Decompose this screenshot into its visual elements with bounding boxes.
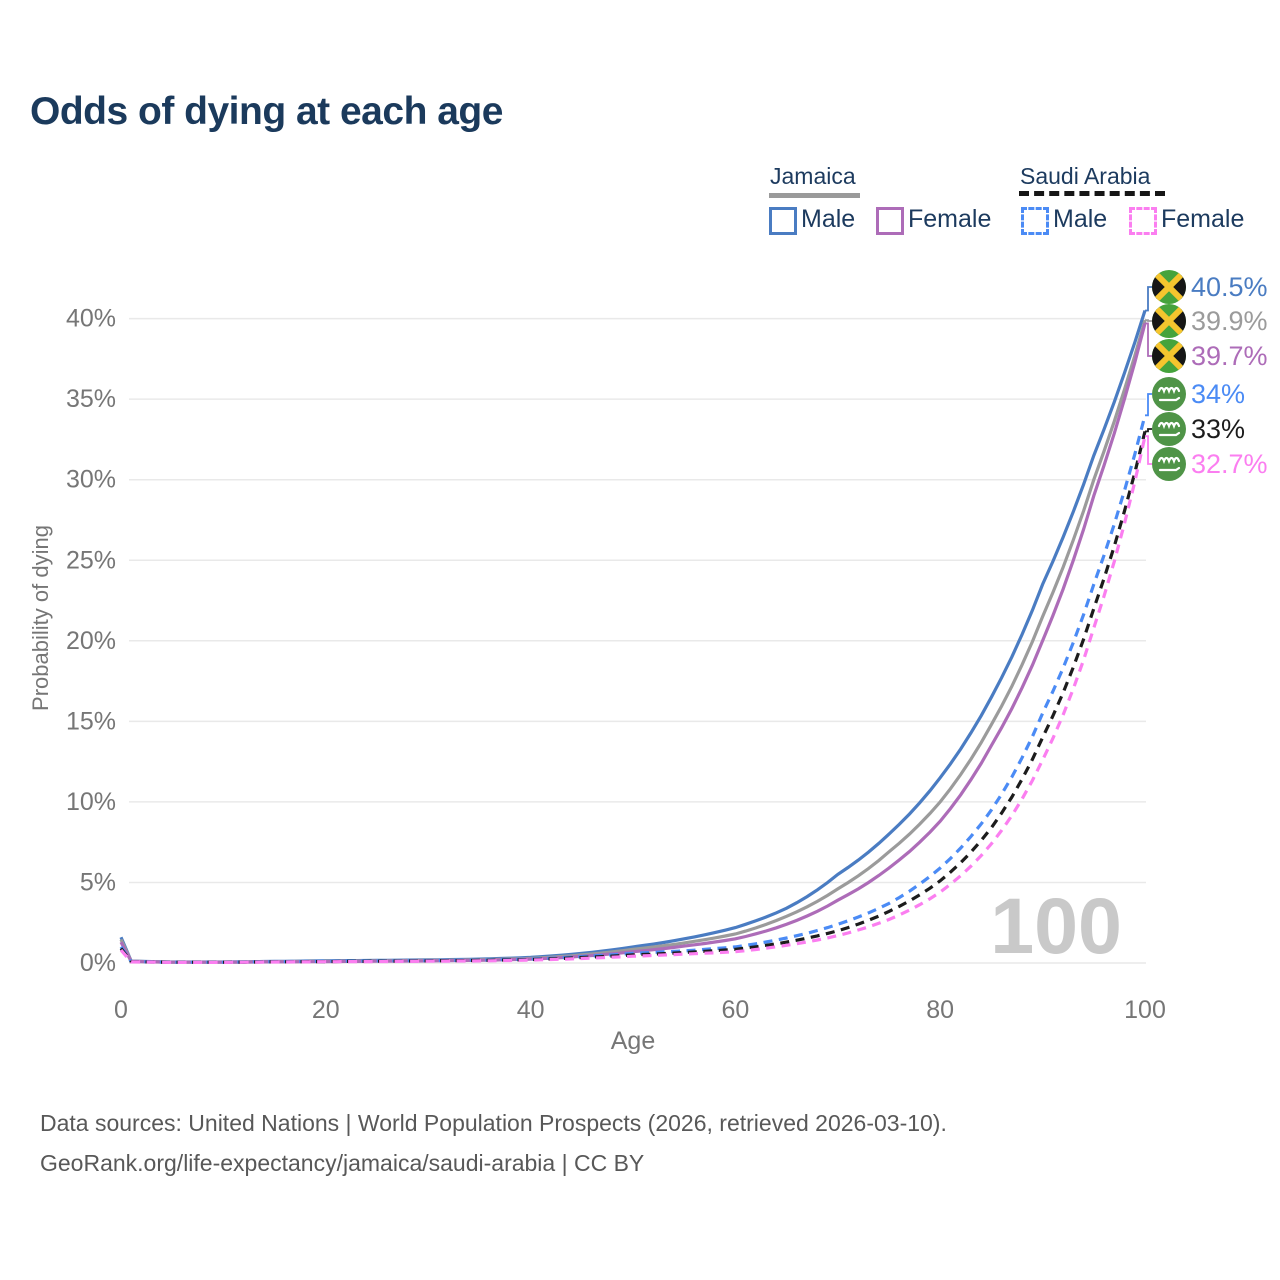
x-axis-title: Age bbox=[611, 1027, 655, 1055]
legend-jamaica-linestyle-solid bbox=[769, 193, 860, 198]
end-label-connector-jamaica-both bbox=[1145, 319, 1152, 322]
end-label-connector-jamaica-female bbox=[1145, 322, 1152, 357]
y-tick-label-30pct: 30% bbox=[66, 466, 116, 494]
x-tick-label-20: 20 bbox=[312, 996, 340, 1024]
end-label-jamaica-male: 40.5% bbox=[1191, 272, 1268, 302]
legend-item-saudi-female[interactable]: Female bbox=[1161, 205, 1245, 233]
legend-group-jamaica: Jamaica bbox=[770, 163, 856, 189]
y-tick-label-5pct: 5% bbox=[80, 869, 116, 897]
y-tick-label-0pct: 0% bbox=[80, 949, 116, 977]
x-tick-label-80: 80 bbox=[926, 996, 954, 1024]
end-label-connector-saudi-female bbox=[1145, 435, 1152, 465]
x-tick-label-60: 60 bbox=[721, 996, 749, 1024]
page-title: Odds of dying at each age bbox=[30, 90, 503, 133]
series-line-jamaica-male bbox=[119, 310, 1147, 964]
series-line-saudi-female bbox=[119, 435, 1147, 964]
y-tick-label-15pct: 15% bbox=[66, 707, 116, 735]
y-tick-label-40pct: 40% bbox=[66, 305, 116, 333]
watermark-age-100: 100 bbox=[990, 881, 1122, 970]
footer-attribution: GeoRank.org/life-expectancy/jamaica/saud… bbox=[40, 1150, 645, 1176]
end-label-connector-jamaica-male bbox=[1145, 286, 1152, 312]
legend-group-saudi-arabia: Saudi Arabia bbox=[1020, 163, 1151, 189]
end-label-saudi-female: 32.7% bbox=[1191, 449, 1268, 479]
flag-icon-jamaica bbox=[1152, 304, 1186, 338]
y-axis-title: Probability of dying bbox=[28, 525, 53, 711]
flag-icon-saudi-arabia bbox=[1152, 447, 1186, 481]
legend-saudi-linestyle-dashed bbox=[1019, 191, 1165, 196]
legend-item-saudi-male[interactable]: Male bbox=[1053, 205, 1108, 233]
x-tick-label-40: 40 bbox=[517, 996, 545, 1024]
series-line-jamaica-female bbox=[119, 322, 1147, 964]
legend-swatch-jamaica-female[interactable] bbox=[876, 207, 904, 235]
flag-icon-saudi-arabia bbox=[1152, 377, 1186, 411]
end-label-saudi-male: 34% bbox=[1191, 379, 1245, 409]
legend-swatch-jamaica-male[interactable] bbox=[769, 207, 797, 235]
legend-item-jamaica-female[interactable]: Female bbox=[908, 205, 992, 233]
footer-data-sources: Data sources: United Nations | World Pop… bbox=[40, 1110, 947, 1136]
y-tick-label-10pct: 10% bbox=[66, 788, 116, 816]
end-label-connector-saudi-male bbox=[1145, 393, 1152, 417]
flag-icon-saudi-arabia bbox=[1152, 412, 1186, 446]
legend-swatch-saudi-male[interactable] bbox=[1021, 207, 1049, 235]
y-tick-label-20pct: 20% bbox=[66, 627, 116, 655]
legend-swatch-saudi-female[interactable] bbox=[1129, 207, 1157, 235]
end-label-jamaica-female: 39.7% bbox=[1191, 341, 1268, 371]
end-label-jamaica-both: 39.9% bbox=[1191, 306, 1268, 336]
end-label-saudi-both: 33% bbox=[1191, 414, 1245, 444]
flag-icon-jamaica bbox=[1152, 339, 1186, 373]
y-tick-label-25pct: 25% bbox=[66, 546, 116, 574]
x-tick-label-0: 0 bbox=[114, 996, 128, 1024]
end-label-connector-saudi-both bbox=[1145, 428, 1152, 433]
x-tick-label-100: 100 bbox=[1124, 996, 1166, 1024]
legend-item-jamaica-male[interactable]: Male bbox=[801, 205, 856, 233]
y-tick-label-35pct: 35% bbox=[66, 385, 116, 413]
flag-icon-jamaica bbox=[1152, 270, 1186, 304]
